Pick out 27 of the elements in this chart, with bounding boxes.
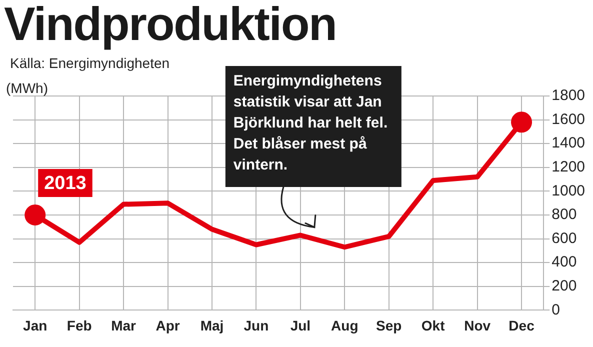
y-tick-label: 1400 (552, 134, 586, 152)
x-tick-label: Okt (421, 317, 446, 334)
x-tick-label: Maj (200, 317, 224, 334)
y-tick-label: 1600 (552, 110, 586, 128)
y-tick-label: 600 (552, 230, 577, 247)
x-tick-label: Sep (376, 317, 402, 334)
x-tick-label: Jul (290, 317, 311, 334)
annotation: Energimyndighetens statistik visar att Jan Björklund har helt fel. Det blåser mest på vintern. (233, 72, 388, 174)
y-tick-label: 200 (552, 278, 577, 295)
y-tick-label: 1000 (552, 182, 586, 200)
y-tick-label: 1200 (552, 158, 586, 176)
chart-title: Vindproduktion (4, 0, 336, 51)
x-tick-label: Feb (66, 317, 92, 334)
y-tick-label: 400 (552, 254, 577, 271)
x-tick-label: Jan (23, 317, 48, 334)
y-tick-label: 0 (552, 301, 560, 318)
x-tick-label: Dec (508, 317, 535, 334)
chart-subtitle: Källa: Energimyndigheten (10, 55, 170, 71)
y-tick-label: 800 (552, 206, 577, 224)
annotation: 2013 (44, 173, 86, 194)
x-tick-label: Apr (156, 317, 180, 334)
x-tick-label: Mar (111, 317, 137, 334)
y-tick-label: 1800 (552, 87, 586, 104)
x-tick-label: Nov (464, 317, 491, 334)
x-tick-label: Aug (331, 317, 358, 334)
y-axis-title: (MWh) (6, 80, 48, 96)
x-tick-label: Jun (244, 317, 269, 334)
